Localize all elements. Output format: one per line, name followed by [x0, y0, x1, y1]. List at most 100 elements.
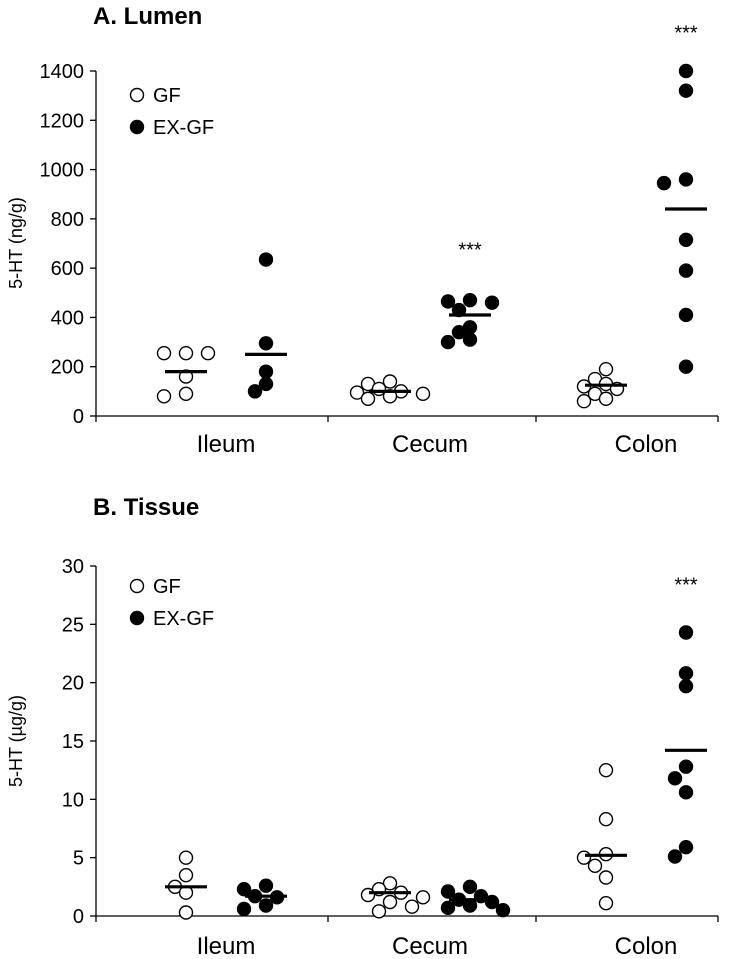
data-point: [404, 899, 420, 914]
data-point: [598, 811, 614, 827]
significance-label: ***: [674, 23, 698, 45]
y-tick-label: 15: [62, 731, 84, 753]
data-point: [440, 294, 456, 309]
data-point: [178, 867, 194, 883]
data-point: [178, 386, 194, 402]
data-point: [667, 849, 683, 864]
data-point: [349, 385, 365, 400]
y-axis-label: 5-HT (µg/g): [6, 695, 26, 787]
data-point: [258, 364, 274, 379]
x-category-label: Colon: [615, 933, 678, 959]
significance-label: ***: [674, 575, 698, 597]
data-point: [576, 850, 592, 865]
data-point: [598, 762, 614, 778]
x-category-label: Cecum: [392, 933, 468, 959]
legend-label: EX-GF: [153, 608, 214, 630]
data-point: [462, 292, 478, 308]
data-point: [258, 878, 274, 893]
data-point: [462, 332, 478, 347]
data-point: [360, 887, 376, 903]
y-tick-label: 1000: [40, 160, 85, 182]
data-point: [576, 394, 592, 409]
data-point: [678, 63, 694, 79]
data-point: [258, 336, 274, 351]
data-point: [495, 902, 511, 918]
y-tick-label: 200: [51, 357, 84, 379]
y-tick-label: 20: [62, 673, 84, 695]
x-category-label: Cecum: [392, 431, 468, 458]
data-point: [598, 870, 614, 885]
data-point: [178, 905, 194, 920]
y-tick-label: 400: [51, 307, 84, 329]
legend-marker-gf: [129, 87, 145, 103]
data-point: [656, 175, 672, 191]
data-point: [371, 904, 387, 919]
data-point: [667, 771, 683, 786]
data-point: [678, 666, 694, 681]
chart-title: B. Tissue: [93, 494, 199, 521]
legend-label: GF: [153, 85, 181, 107]
data-point: [178, 850, 194, 865]
x-category-label: Ileum: [197, 431, 256, 458]
series-gf: [165, 762, 627, 920]
significance-label: ***: [458, 239, 482, 261]
data-point: [462, 879, 478, 895]
y-axis-label: 5-HT (ng/g): [6, 197, 26, 289]
data-point: [382, 374, 398, 389]
legend-marker-gf: [129, 578, 145, 594]
chart-title: A. Lumen: [93, 3, 202, 30]
data-point: [598, 895, 614, 911]
y-tick-label: 1200: [40, 110, 85, 132]
data-point: [258, 376, 274, 392]
legend-marker-exgf: [129, 610, 145, 626]
data-point: [451, 325, 467, 340]
legend-label: EX-GF: [153, 117, 214, 139]
x-category-label: Colon: [615, 431, 678, 458]
data-point: [440, 900, 456, 916]
data-point: [484, 894, 500, 910]
data-point: [598, 361, 614, 377]
series-exgf: [245, 63, 707, 399]
data-point: [678, 839, 694, 855]
legend: GF EX-GF: [129, 576, 214, 630]
data-point: [440, 334, 456, 350]
legend: GF EX-GF: [129, 85, 214, 139]
data-point: [484, 295, 500, 310]
data-point: [156, 389, 172, 404]
series-exgf: [236, 625, 707, 918]
data-point: [382, 894, 398, 910]
y-tick-label: 10: [62, 789, 84, 811]
data-point: [236, 881, 252, 897]
data-point: [360, 391, 376, 406]
data-point: [678, 307, 694, 323]
y-tick-label: 0: [73, 406, 84, 428]
data-point: [678, 759, 694, 774]
data-point: [678, 263, 694, 278]
data-point: [678, 83, 694, 98]
data-point: [178, 345, 194, 361]
data-point: [258, 252, 274, 267]
legend-label: GF: [153, 576, 181, 598]
y-tick-label: 30: [62, 556, 84, 578]
y-tick-label: 1400: [40, 61, 85, 83]
data-point: [236, 901, 252, 917]
panel-tissue: B. Tissue 0 5 10 15 20 25 30 5-HT (µg/g) Ileum Cec…: [6, 494, 719, 959]
data-point: [415, 386, 431, 402]
data-point: [156, 345, 172, 361]
data-point: [440, 884, 456, 899]
data-point: [247, 384, 263, 399]
data-point: [258, 898, 274, 913]
data-point: [678, 678, 694, 694]
data-point: [678, 785, 694, 800]
data-point: [587, 858, 603, 874]
panel-lumen: A. Lumen 0 200 400 600 800 1000 1200 1400 5-HT (n…: [6, 3, 719, 458]
data-point: [382, 876, 398, 891]
data-point: [200, 345, 216, 361]
data-point: [678, 625, 694, 640]
x-category-label: Ileum: [197, 933, 256, 959]
data-point: [415, 890, 431, 905]
legend-marker-exgf: [129, 119, 145, 135]
y-tick-label: 600: [51, 258, 84, 280]
y-tick-label: 800: [51, 209, 84, 231]
